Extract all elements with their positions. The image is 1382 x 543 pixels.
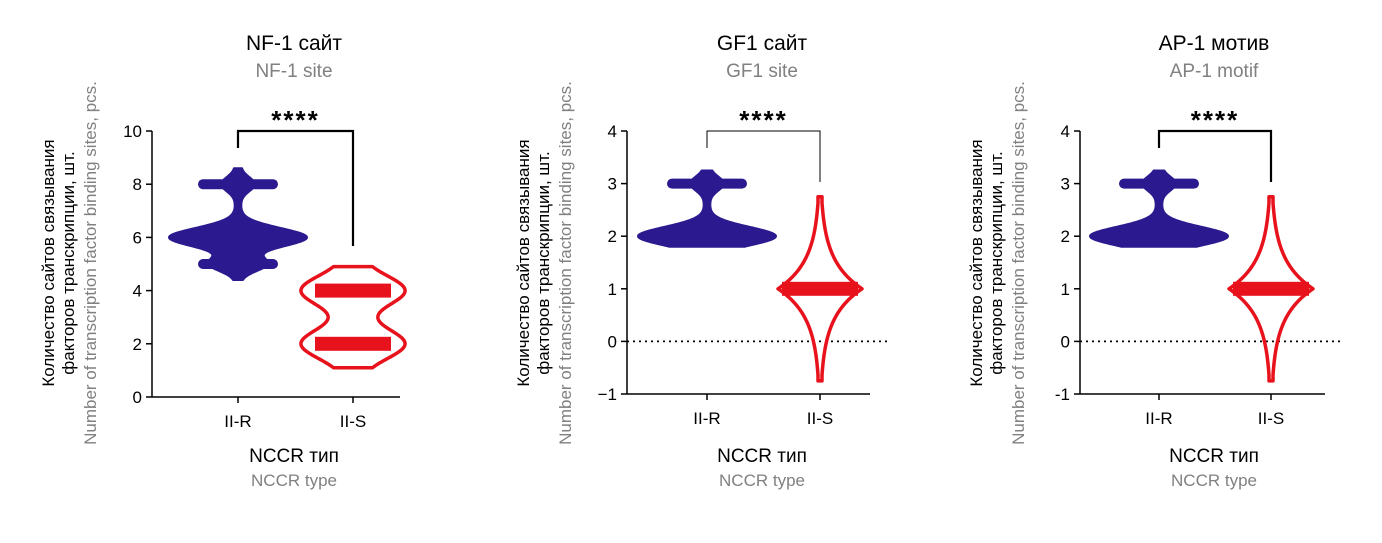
y-tick-label: 2	[1061, 227, 1070, 246]
violin-ii-r	[637, 169, 777, 248]
y-tick-label: 2	[133, 335, 142, 354]
violin-ii-s	[1227, 195, 1315, 383]
y-tick-label: 10	[123, 122, 142, 141]
data-mode-bar	[782, 281, 858, 296]
chart-title: AP-1 мотив	[1159, 32, 1270, 55]
y-tick-label: 8	[133, 175, 142, 194]
y-tick-label: 4	[608, 122, 617, 141]
violin-shape	[299, 264, 407, 370]
y-tick-label: 1	[1061, 280, 1070, 299]
x-tick-label: II-R	[1145, 409, 1172, 428]
chart-subtitle: NF-1 site	[255, 61, 332, 82]
significance-label: ****	[739, 105, 787, 135]
y-axis-label-en: Number of transcription factor binding s…	[556, 81, 575, 445]
x-tick-label: II-R	[693, 409, 720, 428]
violin-shape	[1089, 169, 1229, 248]
x-axis-label-en: NCCR type	[719, 471, 805, 490]
x-axis-label: NCCR тип	[249, 446, 339, 467]
y-axis-label: Количество сайтов связывания факторов тра…	[967, 81, 1028, 445]
y-axis-label-line1: Количество сайтов связывания	[514, 139, 533, 386]
chart-subtitle: GF1 site	[726, 61, 798, 82]
violin-ii-s	[299, 264, 407, 370]
y-tick-label: 4	[1061, 122, 1070, 141]
data-point	[700, 176, 714, 191]
y-axis-label-line2: факторов транскрипции, шт.	[59, 151, 78, 374]
data-point	[231, 230, 245, 245]
y-axis-label-line2: факторов транскрипции, шт.	[534, 151, 553, 374]
chart-subtitle: AP-1 motif	[1170, 61, 1259, 82]
violin-ii-s	[776, 195, 864, 383]
y-tick-label: -1	[1055, 385, 1070, 404]
data-mode-bar	[315, 336, 391, 351]
y-axis-label-line2: факторов транскрипции, шт.	[987, 151, 1006, 374]
y-tick-label: −1	[598, 385, 617, 404]
y-axis-label-en: Number of transcription factor binding s…	[81, 81, 100, 445]
y-tick-label: 3	[608, 175, 617, 194]
x-tick-label: II-S	[1258, 409, 1284, 428]
chart-panel-2: GF1 сайт GF1 site Количество сайтов связыв…	[514, 32, 888, 490]
x-axis-label-en: NCCR type	[251, 471, 337, 490]
data-point	[700, 229, 714, 244]
data-point	[231, 177, 245, 192]
violin-shape	[1227, 195, 1315, 383]
y-axis-label-en: Number of transcription factor binding s…	[1009, 81, 1028, 445]
chart-panel-1: NF-1 сайт NF-1 site Количество сайтов связ…	[39, 32, 407, 490]
chart-title: GF1 сайт	[717, 32, 808, 55]
significance-bracket	[706, 130, 821, 182]
y-axis-label: Количество сайтов связывания факторов тра…	[514, 81, 575, 445]
violin-shape	[776, 195, 864, 383]
y-tick-label: 0	[608, 332, 617, 351]
data-point	[1152, 176, 1166, 191]
data-mode-bar	[1233, 281, 1309, 296]
data-point	[231, 257, 245, 271]
x-tick-label: II-S	[340, 412, 366, 431]
violin-shape	[168, 167, 308, 281]
x-tick-label: II-R	[224, 412, 251, 431]
significance-label: ****	[271, 105, 319, 135]
data-point	[1152, 229, 1166, 244]
y-axis-label-line1: Количество сайтов связывания	[39, 139, 58, 386]
y-tick-label: 6	[133, 228, 142, 247]
y-tick-label: 1	[608, 280, 617, 299]
chart-panel-3: AP-1 мотив AP-1 motif Количество сайтов св…	[967, 32, 1343, 490]
violin-ii-r	[168, 167, 308, 281]
chart-title: NF-1 сайт	[246, 32, 342, 55]
y-axis-label: Количество сайтов связывания факторов тра…	[39, 81, 100, 445]
y-tick-label: 0	[1061, 332, 1070, 351]
significance-label: ****	[1191, 105, 1239, 135]
violin-ii-r	[1089, 169, 1229, 248]
data-mode-bar	[315, 283, 391, 298]
significance-bracket	[1157, 129, 1273, 182]
y-axis-label-line1: Количество сайтов связывания	[967, 139, 986, 386]
y-tick-label: 3	[1061, 175, 1070, 194]
x-tick-label: II-S	[807, 409, 833, 428]
y-tick-label: 0	[133, 388, 142, 407]
x-axis-label-en: NCCR type	[1171, 471, 1257, 490]
x-axis-label: NCCR тип	[1169, 446, 1259, 467]
y-tick-label: 4	[133, 282, 142, 301]
y-tick-label: 2	[608, 227, 617, 246]
x-axis-label: NCCR тип	[717, 446, 807, 467]
violin-shape	[637, 169, 777, 248]
significance-bracket	[236, 129, 355, 246]
